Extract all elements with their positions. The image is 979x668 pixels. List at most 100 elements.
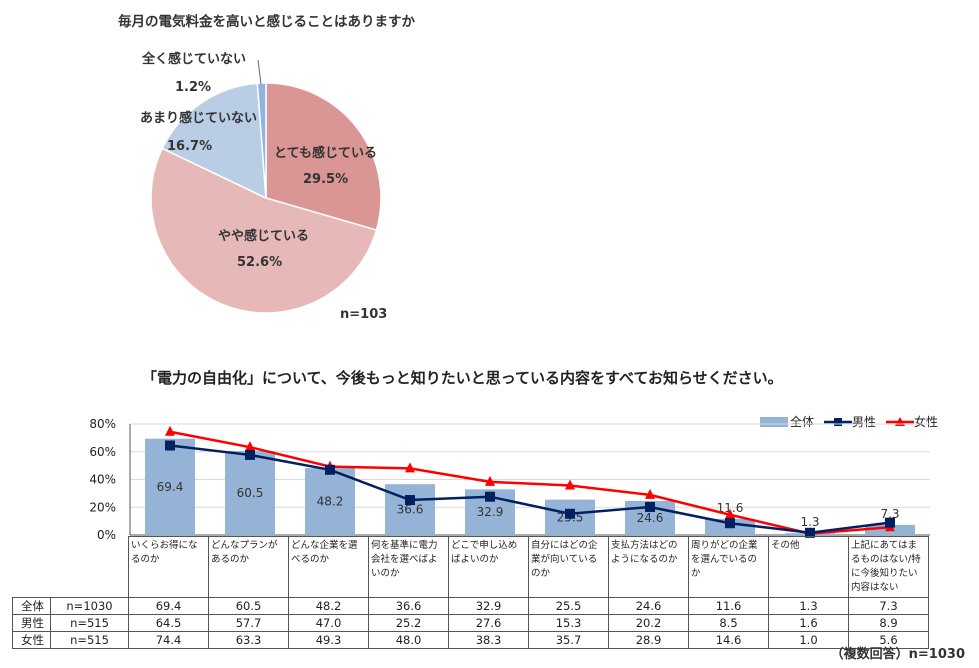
y-tick-label: 60% xyxy=(89,445,116,459)
pie-value-somewhat: 52.6% xyxy=(237,255,282,270)
table-row-total: 全体 n=1030 69.4 60.5 48.2 36.6 32.9 25.5 … xyxy=(12,597,929,615)
row-n: n=515 xyxy=(50,614,129,632)
y-tick-label: 20% xyxy=(89,500,116,514)
table-header-cell: 自分にはどの企業が向いているのか xyxy=(528,536,609,598)
marker-male xyxy=(645,501,655,512)
table-cell: 48.2 xyxy=(288,597,369,615)
table-cell: 36.6 xyxy=(368,597,449,615)
y-tick-label: 0% xyxy=(97,528,116,542)
marker-female xyxy=(725,508,735,519)
bar-value-label: 11.6 xyxy=(717,501,744,515)
bar-value-label: 69.4 xyxy=(157,480,184,494)
pie-label-not-much: あまり感じていない xyxy=(140,110,257,126)
marker-female xyxy=(645,488,655,499)
pie-title: 毎月の電気料金を高いと感じることはありますか xyxy=(118,14,415,30)
table-header-cell: 何を基準に電力会社を選べばよいのか xyxy=(368,536,449,598)
table-cell: 1.0 xyxy=(768,631,849,649)
table-cell: 11.6 xyxy=(688,597,769,615)
legend-item-total: 全体 xyxy=(760,413,814,430)
legend-swatch-female xyxy=(886,416,915,426)
marker-female xyxy=(245,441,255,452)
legend-label-male: 男性 xyxy=(852,415,877,429)
row-n: n=1030 xyxy=(50,597,129,615)
table-cell: 25.2 xyxy=(368,614,449,632)
data-table: いくらお得になるのか どんなプランがあるのか どんな企業を選べるのか 何を基準に… xyxy=(12,536,929,649)
line-male xyxy=(169,444,891,535)
pie-value-very: 29.5% xyxy=(303,172,348,187)
table-header-cell: いくらお得になるのか xyxy=(128,536,209,598)
table-cell: 69.4 xyxy=(128,597,209,615)
table-cell: 63.3 xyxy=(208,631,289,649)
table-cell: 24.6 xyxy=(608,597,689,615)
row-label: 女性 xyxy=(12,631,51,649)
table-cell: 32.9 xyxy=(448,597,529,615)
table-cell: 8.9 xyxy=(848,614,929,632)
legend-label-female: 女性 xyxy=(914,415,939,429)
table-cell: 1.6 xyxy=(768,614,849,632)
marker-male xyxy=(885,517,895,528)
marker-male xyxy=(405,495,415,506)
bar-value-label: 24.6 xyxy=(637,511,664,525)
table-cell: 57.7 xyxy=(208,614,289,632)
row-n: n=515 xyxy=(50,631,129,649)
table-cell: 64.5 xyxy=(128,614,209,632)
table-cell: 35.7 xyxy=(528,631,609,649)
pie-slice-somewhat xyxy=(150,147,378,314)
pie-sample-size: n=103 xyxy=(340,307,388,322)
table-cell: 5.6 xyxy=(848,631,929,649)
marker-male xyxy=(245,449,255,460)
table-header-row: いくらお得になるのか どんなプランがあるのか どんな企業を選べるのか 何を基準に… xyxy=(13,536,929,598)
table-cell: 15.3 xyxy=(528,614,609,632)
bar-value-label: 48.2 xyxy=(317,495,344,509)
table-cell: 14.6 xyxy=(688,631,769,649)
table-header-cell: 上記にあてはまるものはない/特に今後知りたい内容はない xyxy=(848,536,929,598)
bar-value-label: 60.5 xyxy=(237,486,264,500)
table-header-cell: どんなプランがあるのか xyxy=(208,536,289,598)
marker-male xyxy=(565,508,575,519)
table-cell: 25.5 xyxy=(528,597,609,615)
table-cell: 8.5 xyxy=(688,614,769,632)
line-female xyxy=(169,430,891,535)
pie-label-not-at-all: 全く感じていない xyxy=(141,51,246,67)
marker-female xyxy=(165,425,175,436)
legend-item-male: 男性 xyxy=(824,413,876,430)
table-cell: 27.6 xyxy=(448,614,529,632)
pie-slice-not-at-all xyxy=(256,82,267,199)
legend: 全体 男性 女性 xyxy=(760,413,944,430)
marker-female xyxy=(485,475,495,486)
table-cell: 20.2 xyxy=(608,614,689,632)
table-corner xyxy=(13,537,129,598)
table-header-cell: どんな企業を選べるのか xyxy=(288,536,369,598)
marker-female xyxy=(405,462,415,473)
table-row-male: 男性 n=515 64.5 57.7 47.0 25.2 27.6 15.3 2… xyxy=(12,614,929,632)
bar-total xyxy=(145,438,195,535)
footnote: （複数回答）n=1030 xyxy=(830,647,965,662)
table-row-female: 女性 n=515 74.4 63.3 49.3 48.0 38.3 35.7 2… xyxy=(12,631,929,649)
table-cell: 47.0 xyxy=(288,614,369,632)
table-header-cell: どこで申し込めばよいのか xyxy=(448,536,529,598)
table-header-cell: 支払方法はどのようになるのか xyxy=(608,536,689,598)
pie-value-not-much: 16.7% xyxy=(167,139,212,154)
bar-value-label: 7.3 xyxy=(880,507,899,521)
pie-label-very: とても感じている xyxy=(274,145,377,161)
marker-male xyxy=(725,518,735,529)
row-label: 全体 xyxy=(12,597,51,615)
marker-male xyxy=(165,440,175,451)
bar-value-label: 32.9 xyxy=(477,505,504,519)
bar-total xyxy=(225,451,275,535)
marker-male xyxy=(485,491,495,502)
marker-male xyxy=(325,464,335,475)
marker-female xyxy=(565,479,575,490)
row-label: 男性 xyxy=(12,614,51,632)
pie-chart: とても感じている 29.5% やや感じている 52.6% あまり感じていない 1… xyxy=(140,51,382,314)
combo-chart: 80%60%40%20%0% 69.460.548.236.632.925.52… xyxy=(89,417,930,542)
pie-label-somewhat: やや感じている xyxy=(218,228,309,244)
legend-swatch-male xyxy=(824,417,853,426)
pie-slice-not-much xyxy=(161,82,267,200)
marker-male xyxy=(805,527,815,538)
combo-title: 「電力の自由化」について、今後もっと知りたいと思っている内容をすべてお知らせくだ… xyxy=(142,369,783,387)
y-tick-label: 80% xyxy=(89,417,116,431)
table-cell: 74.4 xyxy=(128,631,209,649)
leader-line xyxy=(257,59,262,85)
bar-value-label: 36.6 xyxy=(397,503,424,517)
